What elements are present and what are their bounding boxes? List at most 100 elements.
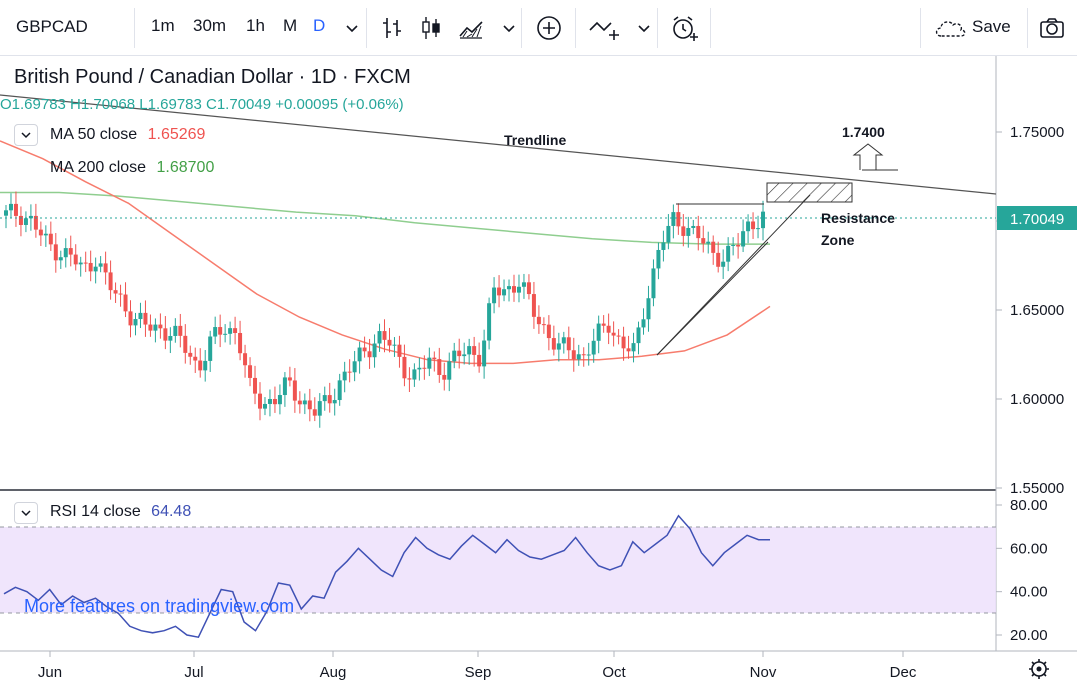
candle (666, 214, 671, 250)
rsi-tick-label: 60.00 (1010, 540, 1048, 557)
chart-title: British Pound / Canadian Dollar · 1D · F… (14, 66, 411, 88)
rsi-legend[interactable]: RSI 14 close 64.48 (50, 503, 191, 521)
target-label: 1.7400 (842, 124, 885, 140)
candle (462, 342, 467, 365)
ma200-legend[interactable]: MA 200 close 1.68700 (50, 159, 214, 177)
candle (312, 397, 317, 422)
candle (98, 256, 103, 273)
interval-1h[interactable]: 1h (246, 16, 265, 35)
candle (711, 235, 716, 265)
candle (512, 274, 516, 302)
candle (48, 221, 53, 251)
candle (596, 315, 601, 354)
candle (213, 316, 218, 345)
resistance-label-zone: Zone (821, 232, 855, 248)
candle (691, 219, 696, 235)
watermark-link[interactable]: More features on tradingview.com (24, 596, 295, 616)
ma200-value: 1.68700 (156, 159, 215, 176)
candle (566, 326, 571, 359)
candle (507, 279, 512, 302)
area-chart-icon[interactable] (457, 14, 485, 42)
candle (641, 308, 646, 335)
price-tick-label: 1.75000 (1010, 124, 1064, 141)
x-tick-label: Jul (184, 664, 203, 681)
chevron-down-icon (21, 132, 31, 139)
candle (402, 344, 407, 387)
support-line-lower[interactable] (656, 241, 769, 356)
candles-icon[interactable] (417, 14, 445, 42)
resistance-zone[interactable] (766, 182, 853, 203)
save-button[interactable]: Save (972, 17, 1011, 36)
compare-icon[interactable] (588, 14, 624, 42)
candle (646, 285, 651, 332)
candle (178, 313, 183, 348)
chevron-down-icon (21, 510, 31, 517)
candle (701, 225, 706, 253)
ma50-value: 1.65269 (147, 126, 206, 143)
candle (651, 259, 656, 307)
ma50-label: MA 50 close (50, 126, 138, 143)
rsi-collapse-button[interactable] (14, 502, 38, 524)
candle (427, 347, 432, 377)
candle (277, 384, 282, 415)
candle (258, 382, 262, 421)
candle (611, 321, 616, 347)
candle (297, 391, 302, 414)
candle (412, 363, 417, 387)
chevron-down-icon[interactable] (338, 14, 366, 42)
x-tick-label: Nov (750, 664, 777, 681)
candle (228, 321, 233, 345)
candle (636, 321, 641, 355)
candle (551, 325, 556, 356)
candle (756, 215, 761, 239)
bar-chart-icon[interactable] (378, 14, 406, 42)
cloud-icon[interactable] (933, 14, 969, 42)
candle (203, 350, 208, 382)
candle (571, 337, 576, 372)
interval-1m[interactable]: 1m (151, 16, 175, 35)
price-tick-label: 1.55000 (1010, 480, 1064, 497)
candle (586, 342, 591, 366)
ma50-legend[interactable]: MA 50 close 1.65269 (50, 126, 205, 144)
toolbar-divider (366, 8, 367, 48)
candle (113, 282, 118, 303)
legend-collapse-button[interactable] (14, 124, 38, 146)
candle (447, 352, 452, 392)
toolbar-divider (1027, 8, 1028, 48)
candle (477, 342, 482, 373)
chevron-down-icon[interactable] (630, 14, 658, 42)
candle (8, 193, 13, 218)
candle (183, 324, 188, 364)
price-tick-label: 1.60000 (1010, 391, 1064, 408)
candle (123, 282, 128, 318)
candle (761, 200, 766, 241)
symbol-button[interactable]: GBPCAD (16, 17, 88, 36)
candle (233, 316, 238, 345)
toolbar-divider (920, 8, 921, 48)
candle (272, 386, 277, 413)
candle (243, 344, 248, 378)
candle (541, 317, 546, 334)
interval-30m[interactable]: 30m (193, 16, 227, 35)
candle (591, 328, 596, 363)
interval-month[interactable]: M (283, 16, 298, 35)
ma200-label: MA 200 close (50, 159, 147, 176)
candle (531, 281, 536, 329)
candle (516, 274, 521, 303)
chevron-down-icon[interactable] (495, 14, 523, 42)
candle (158, 313, 163, 339)
interval-day[interactable]: D (313, 16, 326, 35)
candle (721, 249, 726, 279)
up-arrow-icon (852, 143, 884, 171)
candle (706, 231, 711, 254)
gear-icon[interactable] (1029, 659, 1049, 679)
candle (576, 344, 581, 366)
trendline[interactable] (0, 94, 997, 195)
rsi-tick-label: 40.00 (1010, 584, 1048, 601)
x-tick-label: Sep (465, 664, 492, 681)
add-indicator-icon[interactable] (535, 14, 563, 42)
camera-icon[interactable] (1038, 14, 1066, 42)
candle (472, 336, 477, 367)
alert-clock-icon[interactable] (669, 14, 701, 42)
